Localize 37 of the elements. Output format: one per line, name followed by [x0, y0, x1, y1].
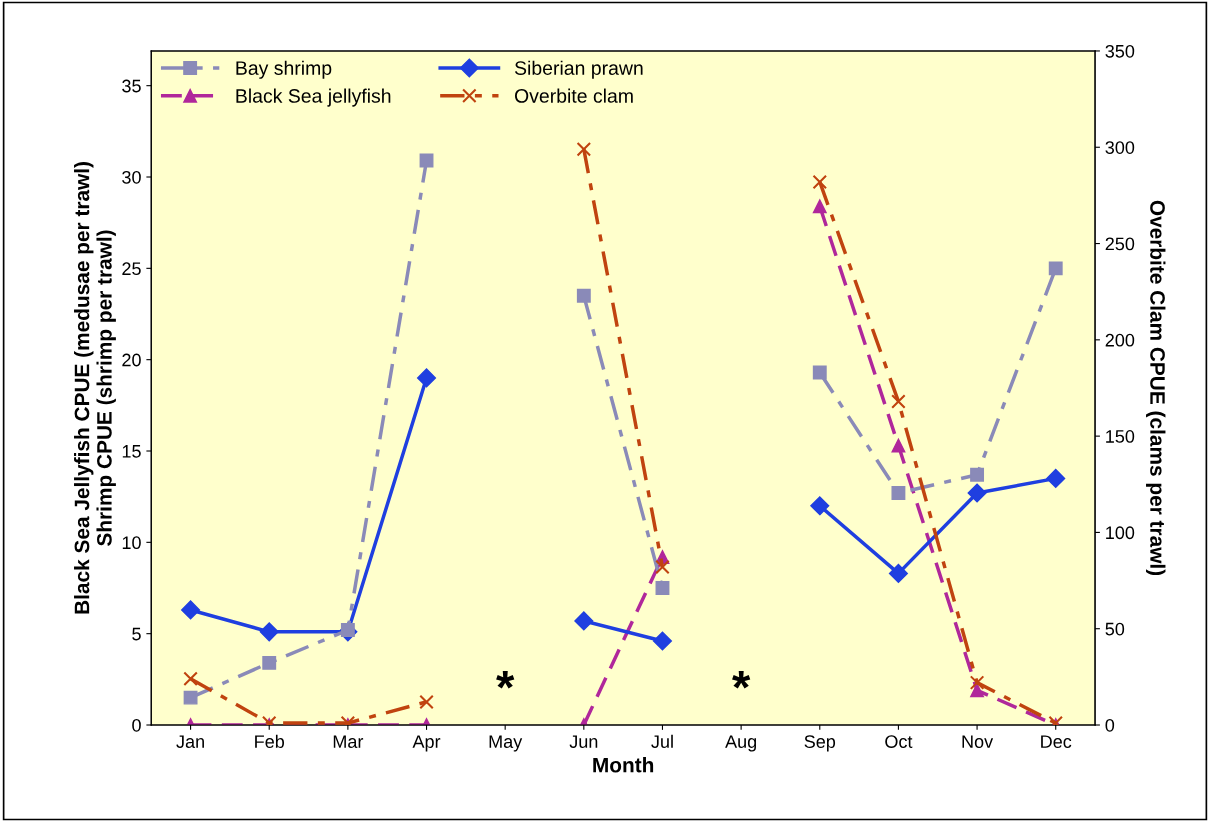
x-tick-label: Jun [569, 735, 598, 748]
y2-tick-label: 300 [1105, 141, 1135, 154]
annotation: * [732, 671, 751, 689]
x-tick-label: Feb [255, 734, 285, 748]
legend-label: Overbite clam [514, 88, 633, 103]
x-tick-label: Dec [1041, 735, 1072, 748]
x-tick-label: Apr [412, 735, 441, 752]
y-tick-label: 20 [122, 353, 141, 367]
y2-tick-label: 0 [1105, 718, 1115, 732]
x-tick-label: Sep [804, 735, 836, 752]
annotation: * [496, 671, 515, 689]
y-tick-label: 30 [122, 170, 141, 184]
y-axis-title: Black Sea Jellyfish CPUE (medusae per trawl) Shrimp CPUE (shrimp per trawl) [74, 162, 116, 614]
y2-tick-label: 200 [1105, 333, 1135, 347]
legend-label: Black Sea jellyfish [236, 88, 391, 107]
y2-axis-title: Overbite Clam CPUE (clams per trawl) [1146, 200, 1166, 576]
y-tick-label: 15 [122, 445, 141, 458]
x-tick-label: Jul [651, 734, 673, 748]
y2-tick-label: 100 [1106, 526, 1135, 540]
legend-label: Bay shrimp [236, 60, 332, 79]
y-tick-label: 35 [122, 79, 141, 93]
y2-tick-label: 150 [1106, 430, 1135, 443]
y-tick-label: 0 [132, 718, 141, 732]
x-tick-label: Oct [885, 735, 913, 748]
x-tick-label: Jan [176, 735, 204, 748]
x-tick-label: Mar [333, 735, 364, 748]
x-axis-title: Month [593, 757, 654, 773]
x-tick-label: Nov [962, 735, 994, 748]
y-tick-label: 25 [122, 262, 141, 276]
y-tick-label: 10 [122, 536, 141, 550]
x-tick-label: May [489, 735, 523, 752]
y-tick-label: 5 [132, 627, 141, 641]
y2-tick-label: 250 [1105, 237, 1135, 251]
y2-tick-label: 50 [1105, 622, 1125, 636]
legend-label: Siberian prawn [514, 60, 643, 79]
y2-tick-label: 350 [1105, 44, 1135, 58]
x-tick-label: Aug [725, 735, 757, 752]
